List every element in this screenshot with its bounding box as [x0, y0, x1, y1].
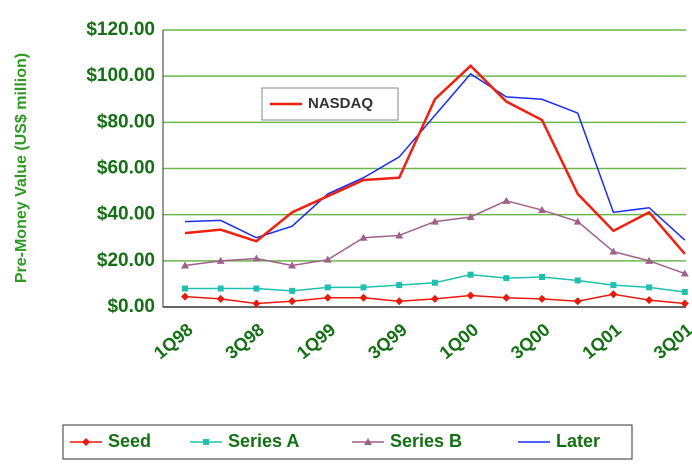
legend-label: Series B	[390, 431, 462, 451]
data-point	[181, 261, 189, 269]
x-tick-label: 1Q99	[293, 319, 340, 363]
data-point	[609, 247, 618, 255]
data-point	[289, 287, 296, 294]
data-point	[573, 217, 582, 225]
data-point	[182, 285, 188, 292]
data-point	[430, 217, 439, 225]
legend-label: Seed	[108, 431, 151, 451]
data-point	[646, 284, 653, 291]
series-line	[184, 64, 686, 255]
data-point	[680, 299, 689, 308]
data-point	[395, 297, 404, 306]
data-point	[466, 212, 475, 220]
x-tick-label: 3Q99	[364, 319, 411, 363]
data-point	[645, 256, 654, 264]
data-point	[253, 285, 260, 292]
data-point	[503, 275, 510, 282]
data-point	[359, 233, 368, 241]
y-tick-label: $20.00	[97, 250, 155, 271]
data-point	[396, 282, 403, 289]
data-point	[431, 279, 438, 286]
data-point	[288, 297, 297, 306]
data-point	[539, 273, 545, 280]
x-tick-label: 1Q98	[150, 319, 197, 363]
data-point	[324, 284, 331, 291]
data-point	[360, 284, 367, 291]
data-point	[538, 294, 546, 303]
data-point	[216, 256, 225, 264]
data-point	[467, 271, 474, 278]
data-point	[574, 277, 581, 284]
legend-marker	[203, 439, 209, 445]
x-tick-label: 1Q00	[436, 319, 483, 363]
data-point	[681, 288, 688, 295]
data-point	[395, 231, 404, 239]
series-line	[184, 72, 686, 241]
x-tick-label: 3Q98	[221, 319, 268, 363]
legend-marker	[364, 438, 372, 445]
legend-label: Series A	[228, 431, 299, 451]
x-tick-label: 1Q01	[578, 319, 625, 363]
data-point	[181, 292, 189, 301]
data-point	[216, 294, 225, 303]
data-point	[538, 206, 546, 214]
data-point	[430, 294, 439, 303]
y-tick-label: $120.00	[86, 19, 155, 40]
data-point	[610, 282, 617, 289]
data-point	[466, 291, 475, 300]
x-tick-label: 3Q01	[650, 319, 692, 363]
data-point	[645, 296, 654, 305]
y-tick-label: $0.00	[107, 296, 155, 317]
x-tick-label: 3Q00	[507, 319, 554, 363]
data-point	[252, 254, 261, 262]
data-point	[217, 285, 224, 292]
data-point	[502, 293, 511, 302]
data-point	[323, 293, 332, 302]
y-tick-label: $80.00	[97, 111, 155, 132]
y-axis-label: Pre-Money Value (US$ million)	[13, 53, 30, 283]
legend-marker	[82, 438, 90, 446]
data-point	[359, 293, 368, 302]
data-point	[288, 261, 297, 269]
data-point	[252, 299, 261, 308]
y-tick-label: $100.00	[86, 65, 155, 86]
legend-label: Later	[556, 431, 600, 451]
data-point	[680, 269, 689, 277]
data-point	[502, 196, 511, 204]
data-point	[323, 255, 332, 263]
data-point	[573, 297, 582, 306]
legend-label: NASDAQ	[308, 95, 373, 112]
y-tick-label: $40.00	[97, 204, 155, 225]
data-point	[609, 290, 618, 299]
y-tick-label: $60.00	[97, 158, 155, 179]
